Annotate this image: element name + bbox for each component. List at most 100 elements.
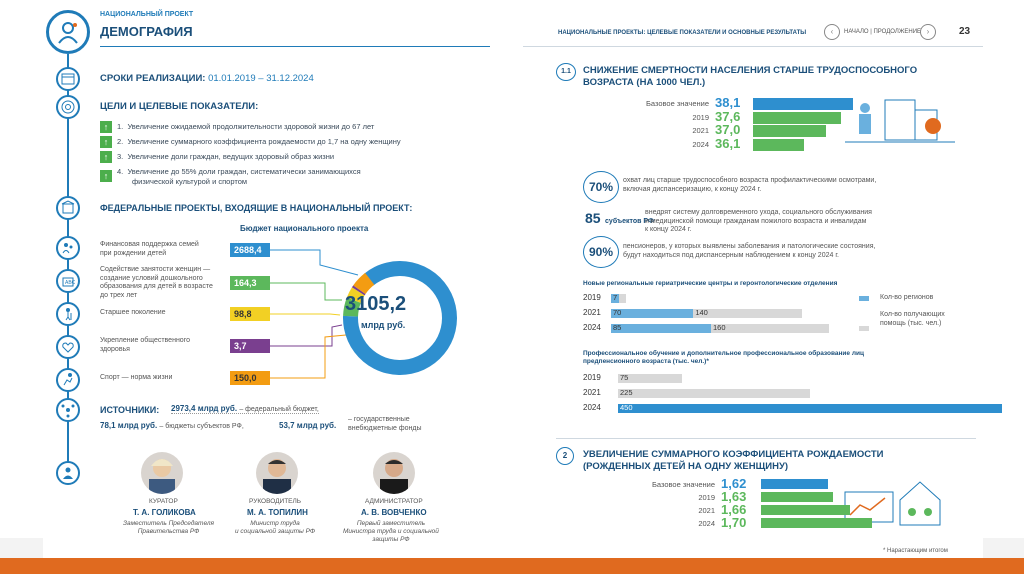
donut-slice xyxy=(353,272,375,294)
chart-title: Новые региональные гериатрические центры… xyxy=(583,280,838,287)
goals-title: ЦЕЛИ И ЦЕЛЕВЫЕ ПОКАЗАТЕЛИ: xyxy=(100,101,259,112)
kpi-text: охват лиц старше трудоспособного возраст… xyxy=(623,177,877,193)
project-label: Старшее поколение xyxy=(100,309,166,316)
goal-num: 1. xyxy=(117,122,124,131)
goal-text: Увеличение суммарного коэффициента рожда… xyxy=(127,137,401,146)
bar-category: 2019 xyxy=(583,373,601,382)
section-divider xyxy=(556,438,976,439)
bar-category: 2024 xyxy=(583,323,601,332)
bar xyxy=(618,404,1002,413)
sources-label: ИСТОЧНИКИ: xyxy=(100,405,160,415)
bar xyxy=(753,138,805,151)
header-small: НАЦИОНАЛЬНЫЙ ПРОЕКТ xyxy=(100,11,194,18)
bar-category: 2019 xyxy=(698,493,715,502)
people-icon xyxy=(56,461,80,485)
avatar xyxy=(256,452,298,494)
project-emblem-icon xyxy=(46,10,90,54)
project-label: Спорт — норма жизни xyxy=(100,374,173,381)
bar xyxy=(618,374,682,383)
goal-num: 2. xyxy=(117,137,124,146)
goal-text: Увеличение до 55% доли граждан, системат… xyxy=(127,167,361,176)
bar-value: 75 xyxy=(620,373,629,382)
bar xyxy=(753,98,853,110)
donut-slice xyxy=(346,287,365,303)
fed-projects-title: ФЕДЕРАЛЬНЫЕ ПРОЕКТЫ, ВХОДЯЩИЕ В НАЦИОНАЛ… xyxy=(100,203,413,213)
section-title: УВЕЛИЧЕНИЕ СУММАРНОГО КОЭФФИЦИЕНТА РОЖДА… xyxy=(583,449,884,472)
bar-category: 2024 xyxy=(692,139,709,149)
bar xyxy=(618,389,810,398)
section-number: 1.1 xyxy=(556,63,576,81)
svg-text:ABC: ABC xyxy=(65,280,76,286)
page-title: ДЕМОГРАФИЯ xyxy=(100,24,193,39)
section-title: СНИЖЕНИЕ СМЕРТНОСТИ НАСЕЛЕНИЯ СТАРШЕ ТРУ… xyxy=(583,65,918,88)
avatar xyxy=(141,452,183,494)
bar-label-regions: 70 xyxy=(613,308,622,317)
bar-label-people: 140 xyxy=(695,308,708,317)
chart-title: Профессиональное обучение и дополнительн… xyxy=(583,350,864,365)
source-offbudget-text: – государственные внебюджетные фонды xyxy=(348,416,422,432)
legend-swatch xyxy=(859,296,869,301)
bar-value: 36,1 xyxy=(715,135,741,151)
bar-value: 450 xyxy=(620,403,633,412)
nav-prev-icon[interactable]: ‹ xyxy=(824,24,840,40)
right-header: НАЦИОНАЛЬНЫЕ ПРОЕКТЫ: ЦЕЛЕВЫЕ ПОКАЗАТЕЛИ… xyxy=(558,30,807,36)
footnote: * Нарастающим итогом xyxy=(883,548,948,554)
budget-value-box: 98,8 xyxy=(230,307,270,321)
arrow-up-icon: ↑ xyxy=(100,151,112,163)
bar-category: 2019 xyxy=(583,293,601,302)
bar-people xyxy=(611,324,829,333)
bar xyxy=(761,492,834,502)
right-header-rule xyxy=(523,46,983,47)
family-icon xyxy=(56,236,80,260)
bar-value: 1,62 xyxy=(721,476,747,491)
bar-label-people: 160 xyxy=(713,323,726,332)
bar-category: 2024 xyxy=(698,519,715,528)
donut-slice xyxy=(343,297,361,317)
building-icon xyxy=(56,196,80,220)
target-icon xyxy=(56,95,80,119)
bar-regions xyxy=(611,324,711,333)
slide-footer-accent xyxy=(0,558,1024,574)
bar xyxy=(753,125,827,137)
bar-people xyxy=(611,309,802,318)
bar-category: Базовое значение xyxy=(645,99,709,108)
source-regional: 78,1 млрд руб. – бюджеты субъектов РФ, xyxy=(100,421,244,430)
budget-unit: млрд руб. xyxy=(361,320,406,330)
bar xyxy=(761,518,873,528)
project-label: Финансовая поддержка семей при рождении д… xyxy=(100,241,199,257)
budget-total: 3105,2 xyxy=(345,293,407,315)
bar-category: 2019 xyxy=(692,112,709,122)
person-name: А. В. ВОВЧЕНКО xyxy=(361,508,427,517)
page-number: 23 xyxy=(959,26,971,37)
bar-value: 225 xyxy=(620,388,633,397)
goal-text-cont: физической культурой и спортом xyxy=(132,177,248,186)
bar-regions xyxy=(611,294,620,303)
elderly-care-illustration xyxy=(845,99,955,143)
legend-label: Кол-во регионов xyxy=(880,294,934,301)
bar-value: 1,66 xyxy=(721,502,747,517)
goal-text: Увеличение ожидаемой продолжительности з… xyxy=(127,122,375,131)
person-desc: Заместитель Председателя Правительства РФ xyxy=(123,520,214,535)
nav-links[interactable]: НАЧАЛО | ПРОДОЛЖЕНИЕ xyxy=(844,29,922,35)
kpi-percent: 90% xyxy=(583,236,619,268)
document-spread: НАЦИОНАЛЬНЫЙ ПРОЕКТ ДЕМОГРАФИЯ ABC СРОКИ… xyxy=(43,0,1002,558)
kpi-subjects: 85 субъектов РФ xyxy=(585,210,654,226)
bar-regions xyxy=(611,309,694,318)
goal-num: 4. xyxy=(117,167,124,176)
bar-category: 2021 xyxy=(583,388,601,397)
arrow-up-icon: ↑ xyxy=(100,170,112,182)
bar-category: 2024 xyxy=(583,403,601,412)
person-name: М. А. ТОПИЛИН xyxy=(247,508,308,517)
header-rule xyxy=(100,46,490,47)
person-role: АДМИНИСТРАТОР xyxy=(365,498,423,505)
terms-label: СРОКИ РЕАЛИЗАЦИИ: xyxy=(100,73,206,84)
person-name: Т. А. ГОЛИКОВА xyxy=(133,508,196,517)
goal-num: 3. xyxy=(117,152,124,161)
bar xyxy=(761,505,851,515)
legend-label: Кол-во получающих помощь (тыс. чел.) xyxy=(880,311,945,327)
elderly-icon xyxy=(56,302,80,326)
goal-text: Увеличение доли граждан, ведущих здоровы… xyxy=(127,152,335,161)
bar-value: 1,70 xyxy=(721,515,747,530)
nav-next-icon[interactable]: › xyxy=(920,24,936,40)
project-label: Содействие занятости женщин — создание ус… xyxy=(100,266,213,299)
